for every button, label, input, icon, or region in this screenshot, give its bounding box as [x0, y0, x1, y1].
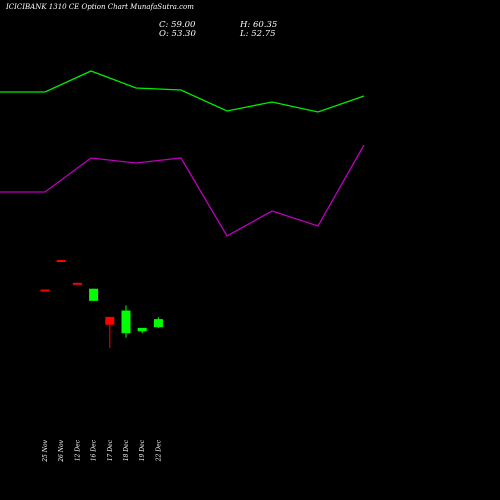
x-axis-labels: 25 Nov 26 Nov 12 Dec 16 Dec 17 Dec 18 Dec 19 D…	[42, 439, 162, 462]
candle-8	[153, 317, 163, 328]
x-tick-label: 17 Dec	[107, 439, 114, 461]
candle-2	[56, 260, 66, 262]
candle-body	[89, 288, 99, 301]
candle-body	[40, 289, 50, 292]
candle-body	[56, 260, 66, 262]
candle-6	[121, 305, 131, 338]
overlay-line-2	[0, 144, 365, 237]
x-tick-label: 26 Nov	[58, 439, 65, 462]
low-value: L: 52.75	[240, 29, 276, 39]
candle-body	[153, 319, 163, 328]
chart-title: ICICIBANK 1310 CE Option Chart MunafaSut…	[6, 3, 194, 11]
candle-body	[105, 316, 115, 325]
x-tick-label: 25 Nov	[42, 439, 49, 462]
x-tick-label: 19 Dec	[139, 439, 146, 461]
x-tick-label: 18 Dec	[123, 439, 130, 461]
candle-5	[105, 316, 115, 348]
candle-1	[40, 289, 50, 292]
open-value: O: 53.30	[159, 29, 196, 39]
candle-body	[137, 327, 147, 332]
candle-body	[72, 282, 82, 285]
candles-group	[40, 260, 163, 348]
candle-4	[89, 288, 99, 302]
candle-3	[72, 282, 82, 285]
overlay-line-1	[0, 70, 365, 113]
x-tick-label: 12 Dec	[74, 439, 81, 461]
candle-body	[121, 310, 131, 334]
x-tick-label: 16 Dec	[91, 439, 98, 461]
overlay-lines	[0, 70, 365, 237]
candle-7	[137, 327, 147, 334]
high-value: H: 60.35	[240, 20, 278, 30]
x-tick-label: 22 Dec	[155, 439, 162, 462]
close-value: C: 59.00	[159, 20, 196, 30]
